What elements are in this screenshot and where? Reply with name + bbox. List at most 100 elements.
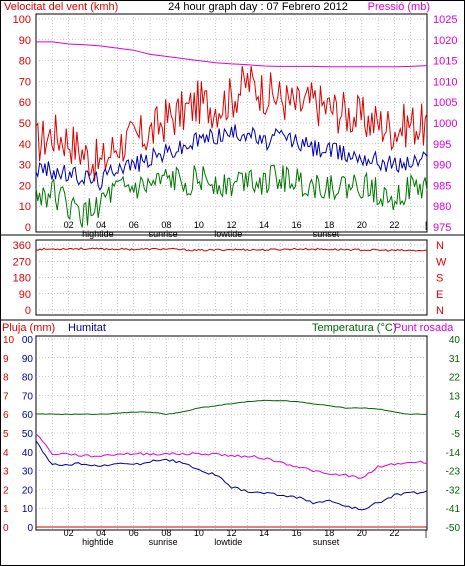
compass-tick-label: W bbox=[436, 256, 447, 268]
hour-tick-label: 18 bbox=[324, 528, 334, 538]
hour-tick-end: | bbox=[425, 220, 427, 230]
pressure-tick-label: 1010 bbox=[433, 76, 457, 88]
temp-tick-label: 31 bbox=[449, 354, 461, 365]
series-wind-line bbox=[35, 66, 428, 182]
temp-tick-label: 22 bbox=[449, 373, 461, 384]
temp-tick-label: -50 bbox=[446, 523, 461, 534]
wind-tick-label: 100 bbox=[13, 14, 31, 26]
hour-tick-label: 14 bbox=[259, 220, 269, 230]
rain-tick-label: 3 bbox=[3, 467, 9, 478]
pressure-tick-label: 1025 bbox=[433, 14, 457, 26]
pressure-tick-label: 985 bbox=[433, 180, 451, 192]
rain-tick-label: 6 bbox=[3, 410, 9, 421]
direction-tick-label: 90 bbox=[19, 289, 31, 301]
rain-tick-label: 8 bbox=[3, 373, 9, 384]
compass-tick-label: N bbox=[436, 240, 444, 252]
hour-tick-label: 14 bbox=[259, 528, 269, 538]
series-direction-line bbox=[35, 247, 428, 252]
series-low-line bbox=[35, 164, 428, 228]
direction-tick-label: 360 bbox=[13, 240, 31, 252]
humidity-tick-label: 50 bbox=[22, 429, 34, 440]
pressure-tick-label: 990 bbox=[433, 160, 451, 172]
wind-tick-label: 20 bbox=[19, 180, 31, 192]
pressure-tick-label: 975 bbox=[433, 222, 451, 234]
rain-tick-label: 9 bbox=[3, 354, 9, 365]
event-label: hightide bbox=[82, 537, 114, 547]
humidity-tick-label: 80 bbox=[22, 373, 34, 384]
rain-tick-label: 2 bbox=[3, 485, 9, 496]
wind-tick-label: 40 bbox=[19, 139, 31, 151]
wind-tick-label: 0 bbox=[25, 222, 31, 234]
humidity-tick-label: 10 bbox=[22, 504, 34, 515]
pressure-tick-label: 1015 bbox=[433, 56, 457, 68]
hour-tick-label: 16 bbox=[292, 528, 302, 538]
direction-tick-label: 270 bbox=[13, 256, 31, 268]
series-temp-line bbox=[36, 399, 428, 416]
humidity-tick-label: 90 bbox=[22, 354, 34, 365]
rain-tick-label: 7 bbox=[3, 391, 9, 402]
hour-tick-label: 16 bbox=[292, 220, 302, 230]
compass-tick-label: E bbox=[436, 289, 443, 301]
hour-tick-label: 06 bbox=[129, 220, 139, 230]
hour-tick-label: 06 bbox=[129, 528, 139, 538]
series-avg-line bbox=[35, 124, 428, 192]
rain-tick-label: 4 bbox=[3, 448, 9, 459]
series-layer bbox=[35, 41, 428, 528]
series-dew-line bbox=[35, 433, 428, 479]
rain-tick-label: 5 bbox=[3, 429, 9, 440]
hour-tick-label: 02 bbox=[64, 528, 74, 538]
bottom-rain-title: Pluja (mm) bbox=[2, 322, 55, 334]
hour-tick-label: 20 bbox=[357, 528, 367, 538]
humidity-tick-label: 20 bbox=[22, 485, 34, 496]
temp-tick-label: -14 bbox=[446, 448, 461, 459]
hour-tick-label: 10 bbox=[194, 528, 204, 538]
wind-tick-label: 10 bbox=[19, 201, 31, 213]
hour-tick-label: 02 bbox=[64, 220, 74, 230]
hour-tick-label: 04 bbox=[96, 220, 106, 230]
direction-tick-label: 180 bbox=[13, 273, 31, 285]
hour-tick-label: 18 bbox=[324, 220, 334, 230]
wind-tick-label: 50 bbox=[19, 118, 31, 130]
compass-tick-label: S bbox=[436, 273, 443, 285]
humidity-tick-label: 60 bbox=[22, 410, 34, 421]
wind-tick-label: 80 bbox=[19, 56, 31, 68]
bottom-hum-title: Humitat bbox=[68, 322, 106, 334]
top-left-title: Velocitat del vent (kmh) bbox=[4, 1, 118, 13]
bottom-temp-title: Temperatura (°C) bbox=[312, 322, 396, 334]
humidity-tick-label: 0 bbox=[27, 523, 33, 534]
wind-tick-label: 90 bbox=[19, 35, 31, 47]
event-label: lowtide bbox=[214, 229, 242, 239]
event-label: sunrise bbox=[149, 229, 178, 239]
temp-tick-label: -41 bbox=[446, 504, 461, 515]
temp-tick-label: -23 bbox=[446, 467, 461, 478]
top-right-title: Pressió (mb) bbox=[368, 1, 430, 13]
pressure-tick-label: 1005 bbox=[433, 97, 457, 109]
pressure-tick-label: 995 bbox=[433, 139, 451, 151]
top-center-title: 24 hour graph day : 07 Febrero 2012 bbox=[168, 1, 348, 13]
pressure-tick-label: 1020 bbox=[433, 35, 457, 47]
hour-tick-label: 10 bbox=[194, 220, 204, 230]
temp-tick-label: -32 bbox=[446, 485, 461, 496]
hour-tick-label: 12 bbox=[226, 220, 236, 230]
temp-tick-label: -5 bbox=[451, 429, 460, 440]
rain-tick-label: 0 bbox=[3, 523, 9, 534]
temp-tick-label: 4 bbox=[454, 410, 460, 421]
hour-tick-end: | bbox=[425, 528, 427, 538]
event-label: sunset bbox=[313, 229, 340, 239]
temp-tick-label: 40 bbox=[449, 335, 461, 346]
compass-tick-label: N bbox=[436, 305, 444, 317]
wind-tick-label: 30 bbox=[19, 160, 31, 172]
pressure-tick-label: 1000 bbox=[433, 118, 457, 130]
event-label: hightide bbox=[82, 229, 114, 239]
humidity-tick-label: 40 bbox=[22, 448, 34, 459]
wind-tick-label: 70 bbox=[19, 76, 31, 88]
hour-tick-label: 22 bbox=[389, 220, 399, 230]
event-label: sunset bbox=[313, 537, 340, 547]
pressure-tick-label: 980 bbox=[433, 201, 451, 213]
hour-tick-label: 22 bbox=[389, 528, 399, 538]
direction-tick-label: 0 bbox=[25, 305, 31, 317]
humidity-tick-label: 00 bbox=[22, 335, 34, 346]
